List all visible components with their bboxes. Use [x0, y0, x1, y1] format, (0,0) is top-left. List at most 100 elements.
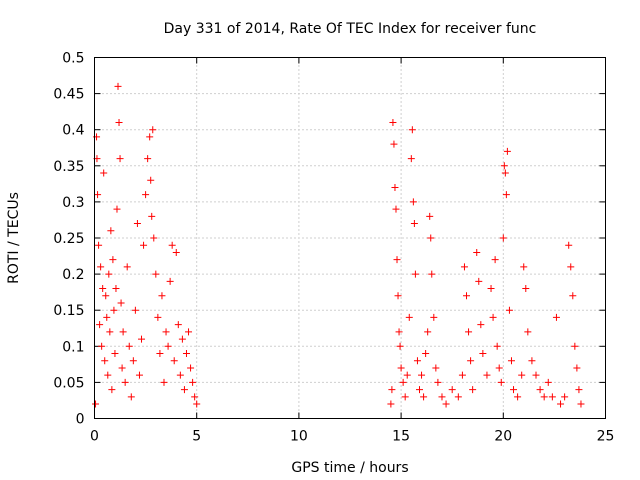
data-point — [191, 393, 199, 401]
data-point — [396, 342, 404, 350]
data-point — [102, 292, 110, 300]
data-point — [119, 328, 127, 336]
data-point — [565, 241, 573, 249]
data-point — [182, 350, 190, 358]
data-point — [544, 378, 552, 386]
data-point — [162, 328, 170, 336]
data-point — [127, 393, 135, 401]
y-tick-label: 0.25 — [53, 231, 84, 247]
data-point — [491, 256, 499, 264]
data-point — [497, 378, 505, 386]
data-point — [148, 212, 156, 220]
data-point — [129, 357, 137, 365]
x-tick-label: 10 — [290, 429, 308, 445]
data-point — [532, 371, 540, 379]
plot-frame — [94, 57, 606, 419]
data-point — [432, 364, 440, 372]
data-point — [116, 155, 124, 163]
data-point — [520, 263, 528, 271]
data-point — [528, 357, 536, 365]
data-point — [424, 328, 432, 336]
data-point — [567, 263, 575, 271]
data-point — [118, 364, 126, 372]
x-tick-label: 5 — [192, 429, 201, 445]
data-point — [105, 270, 113, 278]
data-point — [510, 386, 518, 394]
data-point — [107, 227, 115, 235]
y-tick-label: 0.15 — [53, 303, 84, 319]
data-point — [147, 176, 155, 184]
data-point — [131, 306, 139, 314]
data-point — [489, 313, 497, 321]
data-point — [503, 147, 511, 155]
data-point — [164, 342, 172, 350]
x-tick-label: 15 — [392, 429, 410, 445]
data-point — [522, 285, 530, 293]
data-point — [397, 364, 405, 372]
data-point — [428, 270, 436, 278]
data-point — [548, 393, 556, 401]
data-point — [121, 378, 129, 386]
data-point — [408, 126, 416, 134]
data-point — [399, 378, 407, 386]
y-tick-label: 0.2 — [62, 267, 84, 283]
data-point — [460, 263, 468, 271]
x-axis-title: GPS time / hours — [291, 460, 408, 476]
data-point — [123, 263, 131, 271]
data-point — [427, 234, 435, 242]
data-point — [499, 234, 507, 242]
data-point — [156, 350, 164, 358]
data-point — [178, 335, 186, 343]
data-point — [434, 378, 442, 386]
data-point — [391, 183, 399, 191]
data-point — [475, 277, 483, 285]
data-point — [577, 400, 585, 408]
data-point — [467, 357, 475, 365]
y-tick-label: 0.45 — [53, 87, 84, 103]
data-point — [524, 328, 532, 336]
data-point — [394, 292, 402, 300]
data-point — [390, 140, 398, 148]
data-point — [448, 386, 456, 394]
data-point — [409, 198, 417, 206]
grid-lines — [94, 57, 606, 419]
y-axis-title: ROTI / TECUs — [6, 192, 22, 284]
data-point — [176, 371, 184, 379]
data-point — [108, 386, 116, 394]
data-point — [463, 292, 471, 300]
data-point — [540, 393, 548, 401]
data-point — [95, 241, 103, 249]
data-point — [106, 328, 114, 336]
data-point — [187, 364, 195, 372]
data-point — [458, 371, 466, 379]
data-point — [113, 205, 121, 213]
data-point — [158, 292, 166, 300]
data-point — [193, 400, 201, 408]
data-point — [389, 118, 397, 126]
data-point — [514, 393, 522, 401]
data-point — [98, 342, 106, 350]
data-point — [495, 364, 503, 372]
y-tick-label: 0.5 — [62, 51, 84, 67]
data-point — [142, 191, 150, 199]
data-point — [411, 270, 419, 278]
data-point — [552, 313, 560, 321]
data-point — [152, 270, 160, 278]
data-point — [479, 350, 487, 358]
y-tick-label: 0 — [76, 412, 85, 428]
data-point — [469, 386, 477, 394]
y-tick-label: 0.05 — [53, 375, 84, 391]
data-point — [180, 386, 188, 394]
data-point — [454, 393, 462, 401]
data-point — [133, 220, 141, 228]
data-point — [403, 371, 411, 379]
data-point — [420, 393, 428, 401]
data-point — [166, 277, 174, 285]
data-point — [103, 313, 111, 321]
data-point — [487, 285, 495, 293]
data-point — [569, 292, 577, 300]
data-point — [112, 285, 120, 293]
y-tick-label: 0.4 — [62, 123, 84, 139]
data-point — [387, 400, 395, 408]
y-tick-label: 0.35 — [53, 159, 84, 175]
